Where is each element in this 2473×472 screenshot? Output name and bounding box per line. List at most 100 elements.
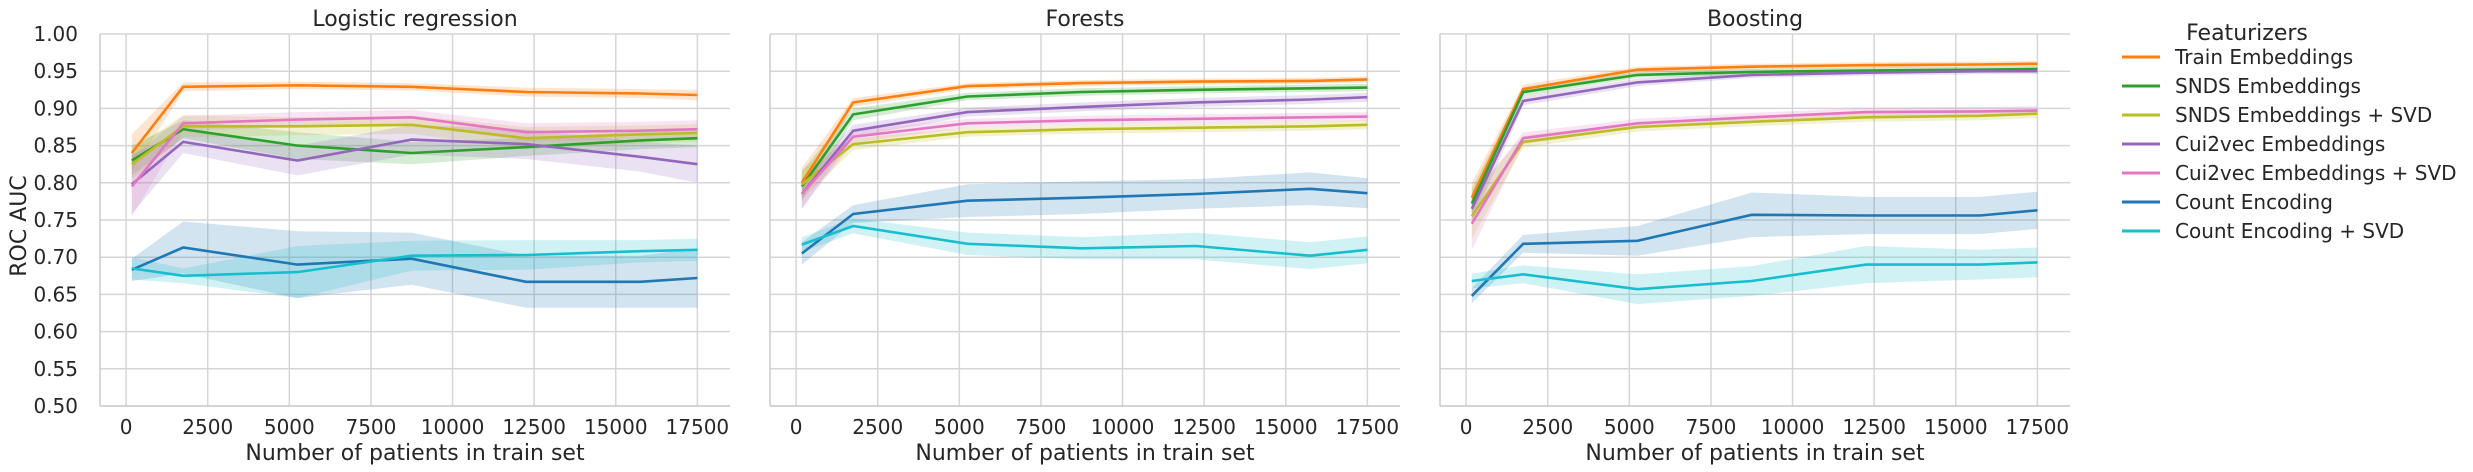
- x-tick-label: 2500: [1522, 415, 1573, 439]
- band-snds-embeddings: [131, 120, 698, 176]
- legend-title: Featurizers: [2186, 21, 2308, 46]
- x-tick-label: 17500: [2006, 415, 2070, 439]
- x-tick-label: 7500: [345, 415, 396, 439]
- line-cui2vec-embeddings-svd: [800, 115, 1368, 195]
- line-train-embeddings: [130, 83, 698, 154]
- legend-item: Train Embeddings: [2122, 45, 2353, 69]
- line-count-encoding-svd: [801, 224, 1368, 258]
- x-tick-label: 2500: [182, 415, 233, 439]
- legend-item: SNDS Embeddings: [2122, 74, 2361, 98]
- x-tick-label: 2500: [852, 415, 903, 439]
- chart-panels: Logistic regression 0 2500 5000 7500 10000 125…: [33, 7, 2070, 466]
- legend-item: Cui2vec Embeddings: [2122, 132, 2385, 156]
- panel-title: Logistic regression: [312, 7, 517, 32]
- legend-label: SNDS Embeddings + SVD: [2175, 103, 2432, 127]
- x-tick-label: 12500: [1172, 415, 1236, 439]
- y-tick-label: 0.85: [33, 134, 78, 158]
- x-tick-label: 0: [1460, 415, 1473, 439]
- band-cui2vec-embeddings-svd: [801, 112, 1368, 209]
- y-tick-label: 0.55: [33, 357, 78, 381]
- band-count-encoding: [131, 221, 698, 308]
- line-snds-embeddings-svd: [800, 123, 1368, 186]
- y-tick-label: 0.65: [33, 282, 78, 306]
- x-tick-label: 0: [790, 415, 803, 439]
- x-tick-label: 0: [120, 415, 133, 439]
- x-tick-label: 7500: [1015, 415, 1066, 439]
- panel-3: Boosting 0 2500 5000 7500 10000 12500 15000 1750…: [1439, 7, 2070, 466]
- legend-items: Train Embeddings SNDS Embeddings SNDS Embe…: [2122, 45, 2457, 243]
- line-cui2vec-embeddings: [800, 95, 1368, 195]
- x-tick-label: 12500: [1842, 415, 1906, 439]
- band-count-encoding: [1471, 191, 2038, 304]
- line-cui2vec-embeddings-svd: [130, 115, 698, 188]
- series-lines: [800, 78, 1368, 258]
- line-snds-embeddings-svd: [1470, 112, 2038, 218]
- line-count-encoding: [801, 187, 1368, 255]
- legend-label: Count Encoding + SVD: [2175, 219, 2404, 243]
- line-cui2vec-embeddings-svd: [1470, 109, 2038, 225]
- legend: Featurizers Train Embeddings SNDS Embeddi…: [2122, 21, 2457, 243]
- y-tick-label: 0.60: [33, 320, 78, 344]
- series-lines: [130, 83, 698, 284]
- x-tick-label: 17500: [666, 415, 730, 439]
- legend-label: Cui2vec Embeddings + SVD: [2175, 161, 2457, 185]
- x-tick-label: 5000: [934, 415, 985, 439]
- panel-1: Logistic regression 0 2500 5000 7500 10000 125…: [33, 7, 730, 466]
- line-snds-embeddings: [1470, 67, 2038, 205]
- confidence-bands: [1471, 60, 2038, 305]
- line-train-embeddings: [1470, 62, 2038, 199]
- y-tick-label: 0.80: [33, 171, 78, 195]
- x-tick-label: 12500: [502, 415, 566, 439]
- legend-label: Cui2vec Embeddings: [2175, 132, 2385, 156]
- legend-label: Count Encoding: [2175, 190, 2333, 214]
- y-tick-label: 0.90: [33, 96, 78, 120]
- panel-title: Boosting: [1707, 7, 1803, 32]
- panel-title: Forests: [1046, 7, 1125, 32]
- y-axis-label: ROC AUC: [7, 175, 32, 276]
- line-snds-embeddings: [131, 127, 698, 162]
- band-snds-embeddings-svd: [801, 120, 1368, 200]
- y-tick-label: 0.95: [33, 59, 78, 83]
- x-axis-label: Number of patients in train set: [245, 441, 585, 466]
- series-lines: [1470, 62, 2038, 297]
- x-tick-label: 10000: [1091, 415, 1155, 439]
- line-count-encoding-svd: [131, 248, 698, 278]
- x-tick-label: 15000: [1254, 415, 1318, 439]
- x-tick-label: 5000: [1604, 415, 1655, 439]
- band-count-encoding-svd: [801, 218, 1368, 270]
- y-tick-label: 0.70: [33, 245, 78, 269]
- line-count-encoding: [1470, 209, 2038, 297]
- band-train-embeddings: [131, 81, 698, 172]
- x-tick-label: 10000: [1761, 415, 1825, 439]
- x-axis-label: Number of patients in train set: [915, 441, 1255, 466]
- x-tick-label: 10000: [421, 415, 485, 439]
- y-tick-label: 0.75: [33, 208, 78, 232]
- legend-item: SNDS Embeddings + SVD: [2122, 103, 2432, 127]
- line-snds-embeddings-svd: [131, 123, 698, 166]
- confidence-bands: [801, 76, 1368, 270]
- x-axis-label: Number of patients in train set: [1585, 441, 1925, 466]
- line-count-encoding: [131, 246, 698, 284]
- legend-label: SNDS Embeddings: [2175, 74, 2361, 98]
- legend-item: Cui2vec Embeddings + SVD: [2122, 161, 2457, 185]
- band-count-encoding-svd: [1471, 246, 2038, 305]
- y-tick-label: 0.50: [33, 394, 78, 418]
- line-cui2vec-embeddings: [1470, 69, 2038, 210]
- legend-item: Count Encoding + SVD: [2122, 219, 2404, 243]
- x-tick-label: 15000: [1924, 415, 1988, 439]
- line-train-embeddings: [800, 78, 1368, 184]
- line-count-encoding-svd: [1471, 261, 2038, 291]
- line-cui2vec-embeddings: [130, 138, 698, 186]
- x-tick-label: 15000: [584, 415, 648, 439]
- x-tick-label: 17500: [1336, 415, 1400, 439]
- band-count-encoding: [801, 172, 1368, 265]
- x-tick-label: 5000: [264, 415, 315, 439]
- line-snds-embeddings: [800, 86, 1368, 188]
- legend-item: Count Encoding: [2122, 190, 2333, 214]
- x-tick-label: 7500: [1685, 415, 1736, 439]
- grid: [770, 33, 1400, 407]
- grid: [100, 33, 730, 407]
- y-tick-label: 1.00: [33, 22, 78, 46]
- panel-2: Forests 0 2500 5000 7500 10000 12500 15000 17500…: [769, 7, 1400, 466]
